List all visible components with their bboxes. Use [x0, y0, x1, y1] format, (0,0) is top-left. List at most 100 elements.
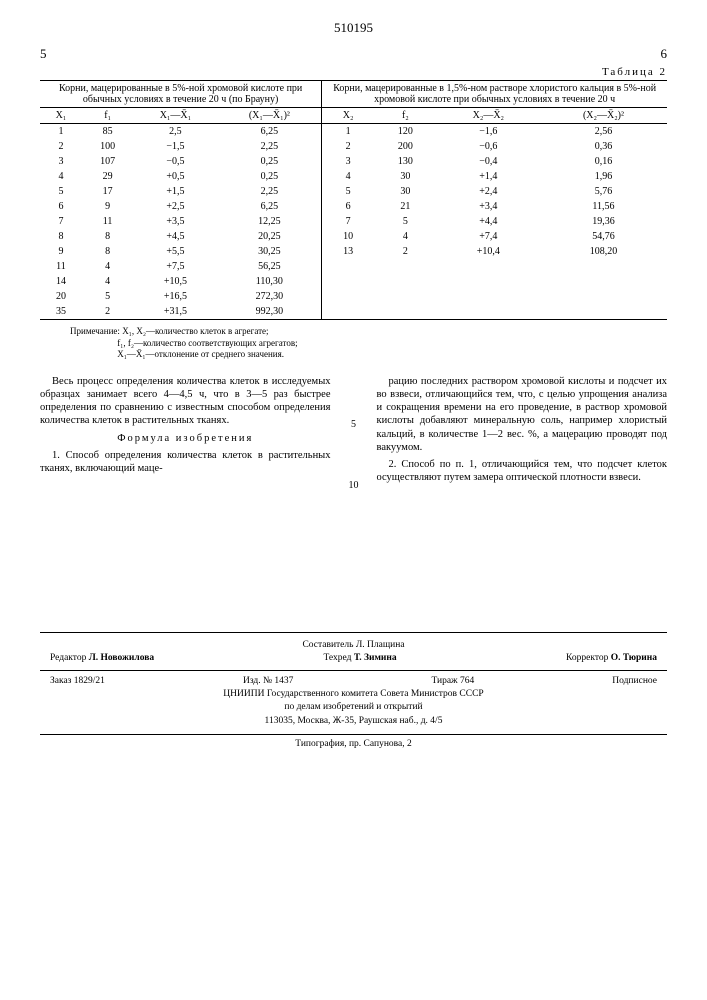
table-cell: +2,4 — [437, 184, 540, 199]
subscription: Подписное — [612, 675, 657, 688]
table-cell — [322, 289, 374, 304]
gutter-5: 5 — [347, 419, 361, 432]
table-header-left: Корни, мацерированные в 5%-ной хромовой … — [40, 81, 322, 108]
table-cell: 0,25 — [217, 169, 321, 184]
izd-num: Изд. № 1437 — [243, 675, 293, 688]
table-cell: +1,5 — [133, 184, 217, 199]
col-f2: f₂ — [374, 108, 437, 124]
table-cell: −1,5 — [133, 139, 217, 154]
table-cell — [437, 274, 540, 289]
table-cell: 20,25 — [217, 229, 321, 244]
table-cell: 9 — [40, 244, 82, 259]
table-cell: 11 — [40, 259, 82, 274]
table-cell: 35 — [40, 304, 82, 320]
table-cell: 6 — [322, 199, 374, 214]
tirazh: Тираж 764 — [431, 675, 474, 688]
table-cell: +16,5 — [133, 289, 217, 304]
table-cell: 19,36 — [540, 214, 667, 229]
body-text: Весь процесс определения количества клет… — [40, 375, 667, 492]
table-cell: 2,5 — [133, 124, 217, 140]
note-label: Примечание: — [70, 326, 120, 336]
col-f1: f₁ — [82, 108, 133, 124]
table-cell: 2 — [322, 139, 374, 154]
table-cell: +0,5 — [133, 169, 217, 184]
table-cell: −0,5 — [133, 154, 217, 169]
table-cell — [540, 304, 667, 320]
table-cell: 1 — [40, 124, 82, 140]
table-cell: 2 — [40, 139, 82, 154]
table-cell: 6,25 — [217, 124, 321, 140]
table-cell: −0,6 — [437, 139, 540, 154]
table-cell — [540, 289, 667, 304]
table-label: Таблица 2 — [40, 66, 667, 78]
note-line1: X₁, X₂—количество клеток в агрегате; — [122, 326, 268, 336]
table-cell: 2 — [374, 244, 437, 259]
table-cell — [322, 304, 374, 320]
editor-name: Л. Новожилова — [89, 653, 154, 663]
col-x1dx: X₁—X̄₁ — [133, 108, 217, 124]
table-cell: +7,5 — [133, 259, 217, 274]
table-cell: 1,96 — [540, 169, 667, 184]
table-cell: 12,25 — [217, 214, 321, 229]
tech-label: Техред — [323, 653, 351, 663]
table-cell: 8 — [82, 229, 133, 244]
table-cell: 4 — [82, 259, 133, 274]
table-cell: 3 — [40, 154, 82, 169]
table-cell: +31,5 — [133, 304, 217, 320]
table-cell: 10 — [322, 229, 374, 244]
typography-line: Типография, пр. Сапунова, 2 — [40, 739, 667, 749]
address: 113035, Москва, Ж-35, Раушская наб., д. … — [40, 715, 667, 728]
table-cell: 20 — [40, 289, 82, 304]
table-cell: 6,25 — [217, 199, 321, 214]
right-column: рацию последних раствором хромовой кисло… — [377, 375, 668, 492]
table-cell: 56,25 — [217, 259, 321, 274]
table-cell: 14 — [40, 274, 82, 289]
note-line2: f₁, f₂—количество соответствующих агрега… — [117, 338, 297, 348]
table-cell: 2,25 — [217, 139, 321, 154]
table-cell: 85 — [82, 124, 133, 140]
table-cell: 2,25 — [217, 184, 321, 199]
gutter-10: 10 — [347, 480, 361, 493]
table-cell: 5 — [374, 214, 437, 229]
table-cell: 130 — [374, 154, 437, 169]
order-num: Заказ 1829/21 — [50, 675, 105, 688]
table-cell: 108,20 — [540, 244, 667, 259]
table-cell: 54,76 — [540, 229, 667, 244]
table-cell: 5 — [322, 184, 374, 199]
org-line2: по делам изобретений и открытий — [40, 701, 667, 714]
table-cell — [437, 259, 540, 274]
table-cell: 11 — [82, 214, 133, 229]
table-cell: 120 — [374, 124, 437, 140]
table-note: Примечание: X₁, X₂—количество клеток в а… — [70, 326, 667, 361]
table-cell: 107 — [82, 154, 133, 169]
page-columns: 5 6 — [40, 46, 667, 62]
table-cell: 7 — [40, 214, 82, 229]
table-cell — [322, 274, 374, 289]
tech-name: Т. Зимина — [354, 653, 397, 663]
para1: Весь процесс определения количества клет… — [40, 375, 331, 428]
table-cell: 200 — [374, 139, 437, 154]
table-cell: 0,25 — [217, 154, 321, 169]
table-body: 1852,56,251120−1,62,562100−1,52,252200−0… — [40, 124, 667, 320]
formula-title: Формула изобретения — [40, 432, 331, 445]
corr-name: О. Тюрина — [611, 653, 657, 663]
table-cell: 4 — [322, 169, 374, 184]
table-cell: 3 — [322, 154, 374, 169]
claim1a: 1. Способ определения количества клеток … — [40, 449, 331, 475]
table-cell: 8 — [40, 229, 82, 244]
table-cell — [437, 289, 540, 304]
table-cell: 0,36 — [540, 139, 667, 154]
col-x1: X₁ — [40, 108, 82, 124]
table-cell: +4,5 — [133, 229, 217, 244]
table-cell — [374, 259, 437, 274]
table-cell: 4 — [82, 274, 133, 289]
table-cell — [540, 274, 667, 289]
table-cell: 5 — [40, 184, 82, 199]
footer: Составитель Л. Плащина Редактор Л. Новож… — [40, 632, 667, 735]
corr-label: Корректор — [566, 653, 608, 663]
table-cell: 13 — [322, 244, 374, 259]
claim2: 2. Способ по п. 1, отличающийся тем, что… — [377, 458, 668, 484]
table-cell: +4,4 — [437, 214, 540, 229]
page-num-right: 6 — [661, 46, 668, 62]
left-column: Весь процесс определения количества клет… — [40, 375, 331, 492]
